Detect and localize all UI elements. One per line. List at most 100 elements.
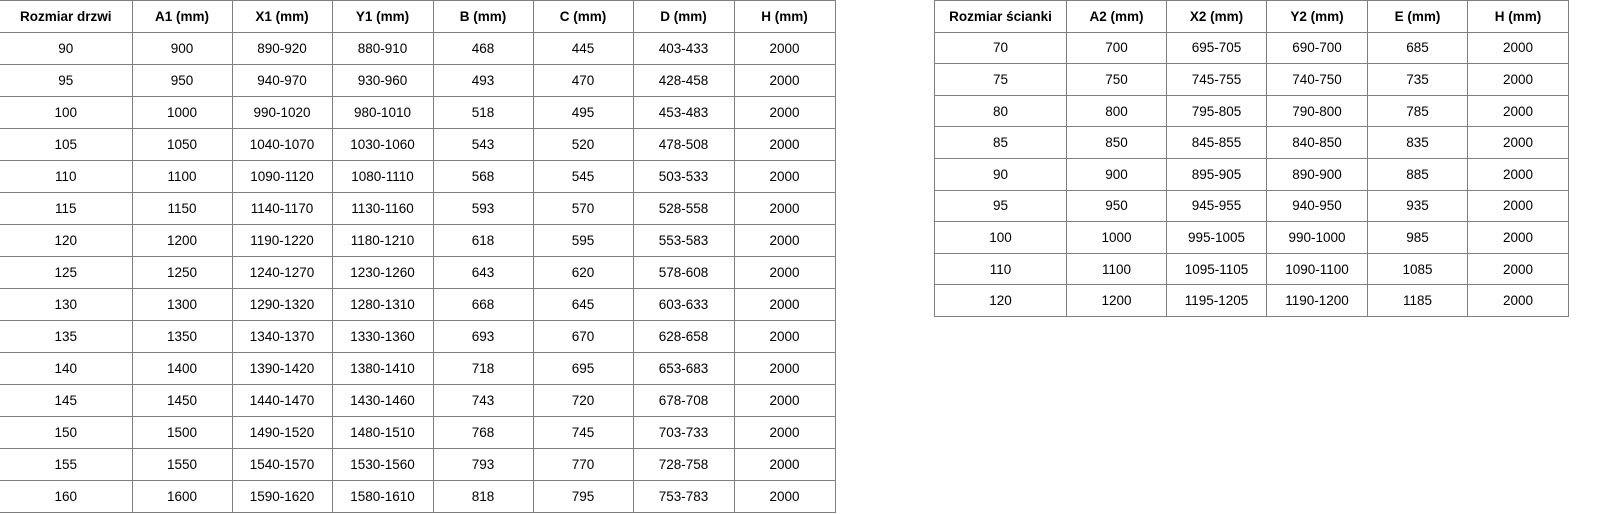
table-cell: 785 (1367, 94, 1468, 128)
table-cell: 95 (0, 64, 133, 97)
table-cell: 770 (532, 448, 634, 481)
table-cell: 2000 (733, 320, 836, 353)
table-row: 110 1100 1090-1120 1080-1110 568 545 503-533 20… (0, 160, 836, 193)
table-cell: 990-1020 (231, 96, 333, 129)
table-cell: 2000 (733, 288, 836, 321)
table-cell: 745 (532, 416, 634, 449)
table-cell: 2000 (733, 96, 836, 129)
column-header: H (mm) (733, 0, 836, 33)
table-row: 110 1100 1095-1105 1090-1100 1085 2000 (934, 252, 1569, 286)
table-row: 135 1350 1340-1370 1330-1360 693 670 628-658 20… (0, 320, 836, 353)
table-cell: 2000 (733, 224, 836, 257)
table-cell: 1590-1620 (231, 480, 333, 513)
table-header: Rozmiar drzwi A1 (mm) X1 (mm) Y1 (mm) B (mm)… (0, 0, 836, 33)
table-cell: 105 (0, 128, 133, 161)
table-cell: 120 (934, 284, 1067, 317)
table-row: 120 1200 1190-1220 1180-1210 618 595 553-583 20… (0, 224, 836, 257)
table-cell: 768 (432, 416, 534, 449)
table-cell: 1200 (131, 224, 233, 257)
column-header: X2 (mm) (1166, 0, 1267, 33)
table-cell: 645 (532, 288, 634, 321)
table-row: 100 1000 995-1005 990-1000 985 2000 (934, 221, 1569, 254)
column-header: X1 (mm) (231, 0, 333, 33)
table-cell: 1380-1410 (331, 352, 434, 385)
table-cell: 1085 (1367, 252, 1468, 286)
table-row: 125 1250 1240-1270 1230-1260 643 620 578-608 20… (0, 256, 836, 289)
table-row: 80 800 795-805 790-800 785 2000 (934, 94, 1569, 128)
table-cell: 1200 (1066, 284, 1167, 317)
table-cell: 2000 (733, 256, 836, 289)
door-dimensions-table: Rozmiar drzwi A1 (mm) X1 (mm) Y1 (mm) B (mm)… (0, 0, 836, 513)
table-cell: 693 (432, 320, 534, 353)
table-cell: 2000 (733, 192, 836, 225)
column-header: H (mm) (1467, 0, 1569, 33)
table-cell: 125 (0, 256, 133, 289)
table-cell: 1580-1610 (331, 480, 434, 513)
table-cell: 1000 (1066, 221, 1167, 254)
table-cell: 735 (1367, 63, 1468, 96)
table-cell: 553-583 (632, 224, 735, 257)
table-cell: 2000 (1467, 31, 1569, 65)
table-cell: 428-458 (632, 64, 735, 97)
table-cell: 155 (0, 448, 133, 481)
table-cell: 790-800 (1266, 94, 1368, 128)
table-header: Rozmiar ścianki A2 (mm) X2 (mm) Y2 (mm) E (m… (934, 0, 1569, 33)
table-cell: 135 (0, 320, 133, 353)
table-cell: 1350 (131, 320, 233, 353)
table-cell: 618 (432, 224, 534, 257)
table-row: 85 850 845-855 840-850 835 2000 (934, 126, 1569, 159)
table-cell: 1340-1370 (231, 320, 333, 353)
table-cell: 750 (1066, 63, 1167, 96)
table-cell: 2000 (733, 384, 836, 417)
table-cell: 2000 (1467, 221, 1569, 254)
table-cell: 595 (532, 224, 634, 257)
table-cell: 800 (1066, 94, 1167, 128)
table-cell: 1290-1320 (231, 288, 333, 321)
table-cell: 653-683 (632, 352, 735, 385)
table-cell: 150 (0, 416, 133, 449)
table-cell: 2000 (1467, 157, 1569, 191)
table-cell: 543 (432, 128, 534, 161)
column-header: A2 (mm) (1066, 0, 1167, 33)
table-cell: 1550 (131, 448, 233, 481)
table-cell: 1190-1220 (231, 224, 333, 257)
table-cell: 100 (934, 221, 1067, 254)
table-cell: 850 (1066, 126, 1167, 159)
table-cell: 85 (934, 126, 1067, 159)
table-row: 90 900 890-920 880-910 468 445 403-433 2000 (0, 32, 836, 65)
table-cell: 110 (934, 252, 1067, 286)
table-cell: 568 (432, 160, 534, 193)
table-row: 75 750 745-755 740-750 735 2000 (934, 63, 1569, 96)
table-cell: 690-700 (1266, 31, 1368, 65)
table-cell: 1180-1210 (331, 224, 434, 257)
table-cell: 2000 (1467, 63, 1569, 96)
table-cell: 2000 (733, 416, 836, 449)
table-cell: 520 (532, 128, 634, 161)
table-cell: 1140-1170 (231, 192, 333, 225)
table-cell: 1450 (131, 384, 233, 417)
column-header: Y1 (mm) (331, 0, 434, 33)
table-cell: 1240-1270 (231, 256, 333, 289)
table-cell: 1500 (131, 416, 233, 449)
column-header: D (mm) (632, 0, 735, 33)
table-cell: 1400 (131, 352, 233, 385)
table-row: 95 950 945-955 940-950 935 2000 (934, 189, 1569, 223)
table-cell: 528-558 (632, 192, 735, 225)
table-cell: 2000 (733, 480, 836, 513)
table-cell: 80 (934, 94, 1067, 128)
table-cell: 160 (0, 480, 133, 513)
table-cell: 478-508 (632, 128, 735, 161)
table-cell: 793 (432, 448, 534, 481)
table-cell: 628-658 (632, 320, 735, 353)
table-cell: 1080-1110 (331, 160, 434, 193)
table-cell: 740-750 (1266, 63, 1368, 96)
table-row: 115 1150 1140-1170 1130-1160 593 570 528-558 20… (0, 192, 836, 225)
table-cell: 720 (532, 384, 634, 417)
table-cell: 453-483 (632, 96, 735, 129)
table-cell: 718 (432, 352, 534, 385)
table-cell: 670 (532, 320, 634, 353)
table-cell: 603-633 (632, 288, 735, 321)
table-cell: 980-1010 (331, 96, 434, 129)
table-cell: 110 (0, 160, 133, 193)
column-header: C (mm) (532, 0, 634, 33)
